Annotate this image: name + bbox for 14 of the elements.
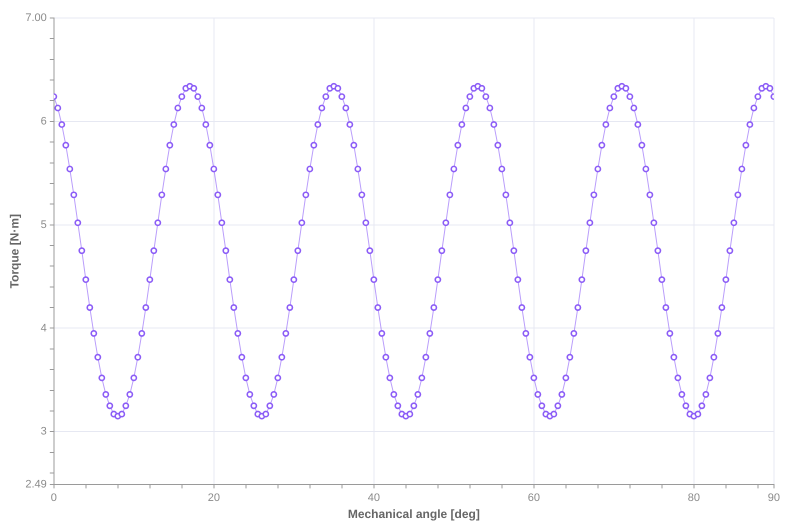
x-tick-label: 40 <box>368 492 380 504</box>
y-tick-label: 5 <box>40 218 47 231</box>
y-tick-label: 4 <box>40 322 47 334</box>
x-axis-title: Mechanical angle [deg] <box>348 507 480 522</box>
x-tick-label: 90 <box>768 492 780 504</box>
y-tick-label: 6 <box>40 115 47 128</box>
y-tick-label: 3 <box>40 426 47 438</box>
y-tick-label: 2.49 <box>25 478 47 490</box>
x-tick-label: 20 <box>208 492 220 504</box>
x-tick-label: 60 <box>528 492 540 504</box>
x-tick-label: 0 <box>50 492 57 504</box>
x-tick-label: 80 <box>688 492 700 504</box>
y-axis-title: Torque [N·m] <box>8 214 22 288</box>
y-tick-label: 7.00 <box>25 12 47 24</box>
